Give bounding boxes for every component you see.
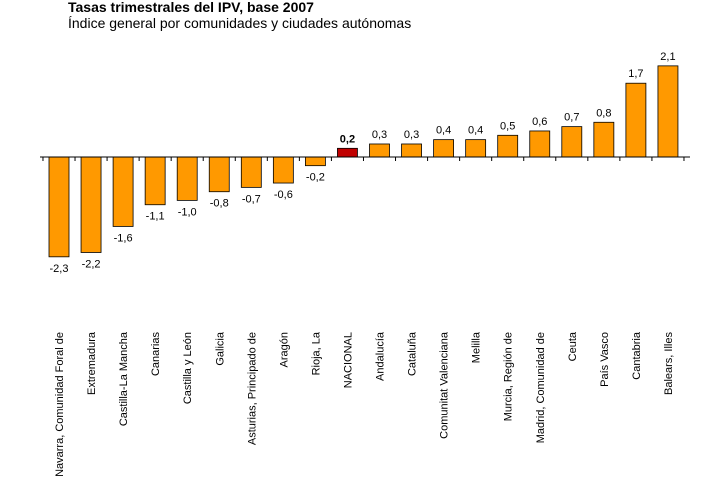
bar [497, 134, 519, 158]
category-label: Balears, Illes [663, 332, 675, 395]
category-label: Castilla-La Mancha [118, 331, 130, 426]
data-label: -0,6 [274, 189, 293, 201]
data-label: 0,8 [596, 107, 611, 119]
bar [304, 156, 326, 167]
bar [272, 156, 294, 184]
bar [369, 143, 390, 158]
bar [625, 82, 647, 158]
category-label: Murcia, Región de [503, 332, 515, 421]
bar [48, 156, 70, 258]
data-label: -0,2 [306, 172, 325, 184]
category-label: NACIONAL [342, 332, 354, 388]
category-label: Rioja, La [310, 331, 322, 375]
category-label: Castilla y León [182, 332, 194, 404]
data-label: 0,7 [564, 112, 579, 124]
data-label: -0,8 [210, 198, 229, 210]
data-label: 0,3 [372, 129, 387, 141]
bar [561, 126, 583, 158]
bar [337, 147, 358, 158]
bar [112, 156, 134, 227]
category-label: Cantabria [631, 331, 643, 380]
category-label: Ceuta [567, 331, 579, 361]
data-label: 0,6 [532, 116, 547, 128]
bar [465, 139, 487, 158]
bar [401, 143, 422, 158]
chart-subtitle: Índice general por comunidades y ciudade… [68, 15, 412, 31]
data-label: -0,7 [242, 193, 261, 205]
category-label: Andalucía [375, 331, 387, 381]
category-label: Comunitat Valenciana [439, 331, 451, 439]
bar [240, 156, 262, 188]
bar [593, 121, 615, 158]
data-label: -1,0 [178, 206, 197, 218]
data-label: 0,5 [500, 120, 515, 132]
data-label: 2,1 [660, 51, 675, 63]
data-label: 0,4 [468, 125, 483, 137]
data-label: 0,2 [340, 133, 355, 145]
bar [657, 65, 679, 158]
chart-title: Tasas trimestrales del IPV, base 2007 [68, 0, 314, 15]
bar [176, 156, 198, 201]
data-label: 1,7 [628, 68, 643, 80]
data-label: -1,1 [146, 211, 165, 223]
category-label: Melilla [471, 331, 483, 363]
data-label: -2,3 [50, 263, 69, 275]
category-label: País Vasco [599, 332, 611, 387]
data-label: -1,6 [114, 232, 133, 244]
category-label: Cataluña [407, 331, 419, 376]
category-label: Asturias, Principado de [246, 332, 258, 445]
category-label: Madrid, Comunidad de [535, 332, 547, 443]
category-label: Aragón [278, 332, 290, 367]
bar [529, 130, 551, 158]
data-label: -2,2 [82, 258, 101, 270]
category-label: Navarra, Comunidad Foral de [54, 332, 66, 477]
bar [144, 156, 166, 206]
category-label: Galicia [214, 331, 226, 366]
category-label: Canarias [150, 332, 162, 377]
bar [80, 156, 102, 253]
data-label: 0,3 [404, 129, 419, 141]
bar [208, 156, 230, 193]
category-label: Extremadura [86, 331, 98, 395]
data-label: 0,4 [436, 125, 451, 137]
bar [433, 139, 455, 158]
